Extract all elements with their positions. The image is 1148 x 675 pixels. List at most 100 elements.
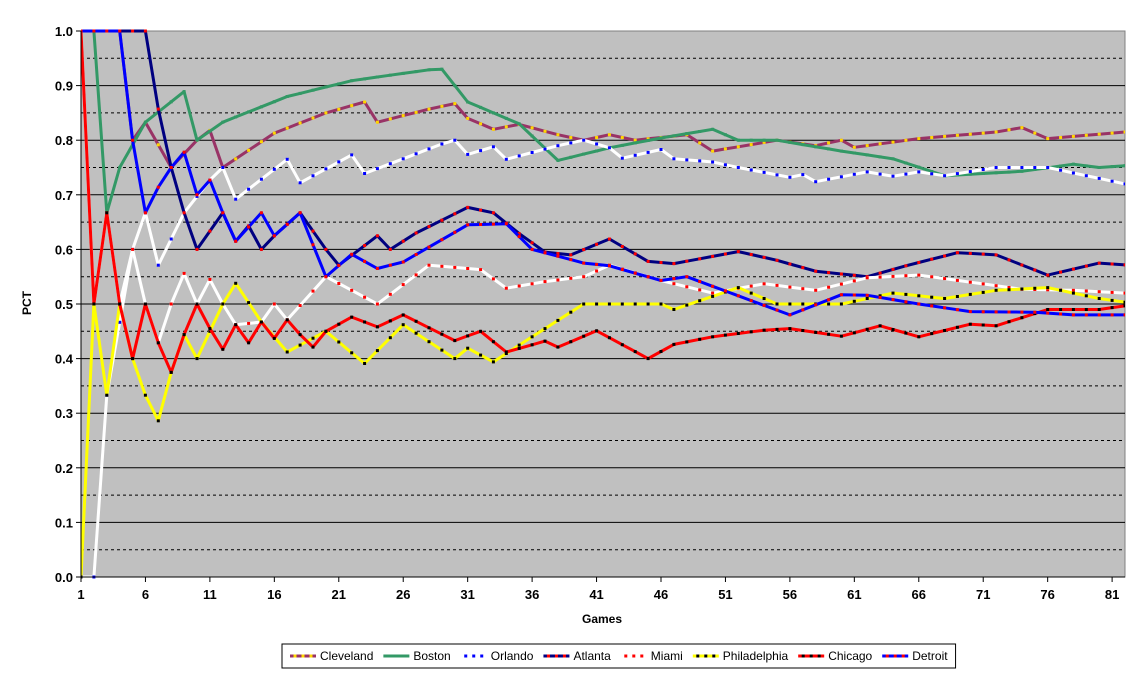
data-point [453, 212, 457, 216]
data-point [453, 84, 457, 88]
legend-item-cleveland: Cleveland [290, 649, 373, 663]
data-point [350, 79, 354, 83]
data-point [582, 302, 586, 306]
data-point [607, 133, 611, 137]
data-point [891, 274, 895, 278]
data-point [788, 262, 792, 266]
x-tick-label: 76 [1040, 587, 1054, 602]
data-point [943, 277, 947, 281]
data-point [917, 261, 921, 264]
data-point [762, 282, 766, 286]
data-point [968, 132, 972, 136]
data-point [904, 292, 908, 296]
legend-dot [624, 654, 628, 658]
data-point [1136, 303, 1139, 306]
data-point [311, 336, 315, 340]
data-point [556, 345, 560, 349]
data-point [156, 107, 160, 111]
data-point [131, 357, 135, 361]
data-point [749, 253, 753, 256]
data-point [891, 267, 895, 271]
data-point [994, 310, 998, 314]
data-point [285, 95, 289, 98]
x-tick-label: 31 [460, 587, 474, 602]
data-point [1084, 174, 1088, 178]
data-point [917, 170, 921, 174]
data-point [427, 326, 431, 330]
data-point [646, 259, 650, 263]
data-point [607, 302, 611, 306]
data-point [427, 263, 431, 267]
data-point [1033, 268, 1037, 272]
data-point [363, 320, 367, 324]
data-point [698, 299, 702, 303]
data-point [530, 241, 534, 245]
data-point [839, 293, 843, 297]
data-point [401, 71, 405, 75]
data-point [646, 150, 650, 154]
data-point [543, 129, 547, 133]
data-point [569, 310, 573, 314]
data-point [414, 273, 418, 277]
x-tick-label: 41 [589, 587, 603, 602]
data-point [711, 294, 715, 298]
legend-label-orlando: Orlando [491, 649, 534, 663]
data-point [1007, 310, 1011, 314]
data-point [904, 274, 908, 278]
data-point [543, 327, 547, 331]
data-point [272, 131, 276, 135]
y-tick-label: 0.2 [55, 461, 73, 476]
data-point [363, 295, 367, 299]
data-point [440, 218, 444, 222]
data-point [427, 225, 431, 229]
legend-dot [801, 654, 805, 658]
data-point [723, 133, 727, 137]
legend-dot [464, 654, 468, 658]
data-point [1007, 166, 1011, 169]
data-point [1071, 171, 1075, 175]
x-tick-label: 51 [718, 587, 732, 602]
data-point [698, 280, 702, 283]
data-point [762, 170, 766, 174]
data-point [285, 157, 289, 161]
data-point [1007, 128, 1011, 132]
data-point [775, 308, 779, 312]
data-point [1007, 258, 1011, 262]
data-point [904, 172, 908, 176]
legend-item-atlanta: Atlanta [543, 649, 611, 663]
data-point [749, 143, 753, 147]
data-point [762, 303, 766, 307]
data-point [156, 143, 160, 147]
data-point [620, 302, 624, 306]
data-point [736, 286, 740, 290]
data-point [221, 347, 225, 351]
data-point [943, 329, 947, 332]
data-point [814, 180, 818, 184]
data-point [762, 138, 766, 142]
legend-dot [562, 654, 566, 658]
data-point [1084, 164, 1088, 168]
data-point [1007, 320, 1011, 324]
data-point [427, 68, 431, 72]
legend-label-atlanta: Atlanta [573, 649, 611, 663]
data-point [698, 288, 702, 292]
data-point [234, 323, 238, 327]
data-point [143, 120, 147, 124]
data-point [1007, 286, 1011, 289]
data-point [994, 171, 998, 175]
data-point [607, 264, 611, 268]
data-point [878, 271, 882, 275]
data-point [1097, 261, 1101, 265]
data-point [917, 294, 921, 298]
data-point [1123, 263, 1125, 267]
data-point [891, 328, 895, 331]
legend-dot [546, 654, 550, 658]
data-point [981, 323, 985, 327]
data-point [298, 343, 302, 347]
data-point [1110, 290, 1114, 294]
x-tick-label: 6 [142, 587, 149, 602]
data-point [1136, 163, 1139, 166]
data-point [994, 253, 998, 257]
data-point [698, 159, 702, 163]
